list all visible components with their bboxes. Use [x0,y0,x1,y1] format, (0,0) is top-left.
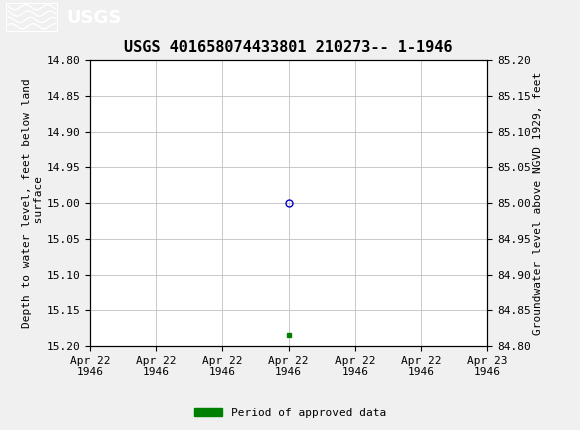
Y-axis label: Depth to water level, feet below land
 surface: Depth to water level, feet below land su… [22,78,44,328]
Y-axis label: Groundwater level above NGVD 1929, feet: Groundwater level above NGVD 1929, feet [534,71,543,335]
Legend: Period of approved data: Period of approved data [190,403,390,422]
Text: USGS: USGS [67,9,122,27]
Title: USGS 401658074433801 210273-- 1-1946: USGS 401658074433801 210273-- 1-1946 [124,40,453,55]
